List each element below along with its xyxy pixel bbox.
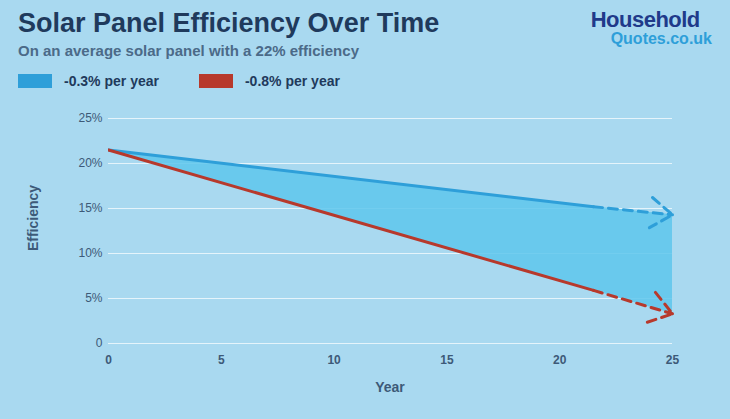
svg-text:25%: 25% bbox=[78, 111, 102, 125]
svg-text:20: 20 bbox=[553, 353, 567, 367]
svg-text:5: 5 bbox=[218, 353, 225, 367]
svg-text:20%: 20% bbox=[78, 156, 102, 170]
svg-text:25: 25 bbox=[666, 353, 680, 367]
svg-text:15: 15 bbox=[440, 353, 454, 367]
svg-text:0: 0 bbox=[96, 336, 103, 350]
html-text:Quotes.co.uk: Quotes.co.uk bbox=[610, 29, 712, 47]
svg-text:0: 0 bbox=[105, 353, 112, 367]
html-text:Household: Household bbox=[590, 7, 700, 32]
html-text:Efficiency: Efficiency bbox=[25, 184, 41, 252]
html-text:-0.8% per year: -0.8% per year bbox=[245, 73, 340, 89]
svg-text:5%: 5% bbox=[85, 291, 103, 305]
svg-text:15%: 15% bbox=[78, 201, 102, 215]
svg-text:10: 10 bbox=[327, 353, 341, 367]
html-text:Year: Year bbox=[375, 379, 405, 395]
html-text:Solar Panel Efficiency Over Ti: Solar Panel Efficiency Over Time bbox=[18, 8, 440, 38]
html-text:-0.3% per year: -0.3% per year bbox=[64, 73, 159, 89]
svg-text:10%: 10% bbox=[78, 246, 102, 260]
html-text:On an average solar panel with: On an average solar panel with a 22% eff… bbox=[18, 42, 359, 59]
